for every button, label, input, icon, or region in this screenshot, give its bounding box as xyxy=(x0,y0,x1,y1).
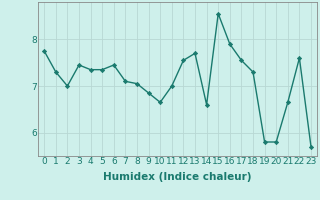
X-axis label: Humidex (Indice chaleur): Humidex (Indice chaleur) xyxy=(103,172,252,182)
